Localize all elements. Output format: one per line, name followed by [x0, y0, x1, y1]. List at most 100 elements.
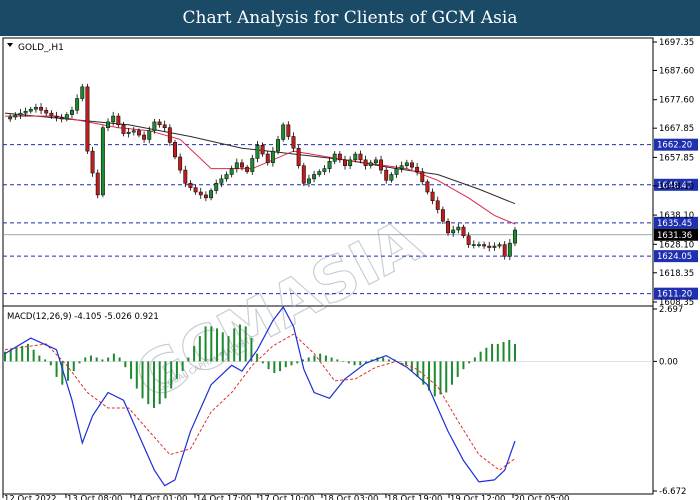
macd-histogram-bar — [256, 353, 259, 362]
macd-histogram-bar — [410, 361, 413, 372]
macd-histogram-bar — [107, 357, 110, 362]
candle-body — [255, 145, 260, 159]
macd-histogram-bar — [44, 359, 47, 362]
macd-histogram-bar — [221, 332, 224, 362]
macd-histogram-bar — [324, 355, 327, 362]
level-badge — [654, 287, 698, 300]
level-label: 1635.45 — [657, 219, 692, 229]
macd-tick-label: -6.672 — [659, 487, 686, 497]
candle-body — [23, 110, 28, 114]
candle-body — [142, 134, 147, 140]
macd-tick-label: 2.697 — [659, 305, 683, 315]
level-badge — [654, 138, 698, 151]
symbol-label: GOLD_,H1 — [18, 43, 64, 53]
macd-histogram-bar — [15, 347, 18, 362]
macd-histogram-bar — [21, 345, 24, 362]
candle-body — [399, 165, 404, 169]
candle-body — [317, 171, 322, 175]
macd-histogram-bar — [307, 357, 310, 362]
macd-histogram-bar — [204, 326, 207, 362]
macd-histogram-bar — [456, 361, 459, 377]
macd-histogram-bar — [61, 361, 64, 385]
macd-histogram-bar — [342, 361, 345, 362]
macd-tick-label: 0.00 — [659, 357, 678, 367]
candle-body — [147, 130, 152, 140]
candle-body — [306, 178, 311, 184]
candle-body — [322, 168, 327, 172]
candle-body — [152, 121, 157, 131]
macd-histogram-bar — [284, 361, 287, 368]
candle-body — [234, 162, 239, 169]
candle-body — [337, 153, 342, 161]
macd-histogram-bar — [273, 361, 276, 374]
candle-body — [240, 162, 244, 168]
macd-histogram-bar — [387, 359, 390, 362]
macd-histogram-bar — [227, 336, 230, 362]
candle-body — [33, 107, 38, 110]
macd-histogram-bar — [468, 361, 471, 364]
macd-histogram-bar — [101, 359, 104, 362]
candle-body — [173, 142, 177, 158]
candle-body — [461, 226, 466, 237]
time-tick-label: 14 Oct 17:00 — [196, 495, 251, 500]
candle-body — [49, 112, 54, 117]
macd-signal-line — [4, 333, 516, 471]
candle-body — [54, 115, 59, 118]
macd-histogram-bar — [330, 357, 333, 362]
candle-body — [44, 109, 49, 114]
macd-histogram-bar — [433, 361, 436, 397]
macd-histogram-bar — [193, 345, 196, 362]
candle-body — [301, 165, 306, 184]
time-tick-label: 17 Oct 10:00 — [259, 495, 314, 500]
macd-histogram-bar — [181, 361, 184, 372]
macd-histogram-bar — [244, 326, 247, 362]
candle-body — [276, 139, 280, 152]
candle-body — [482, 244, 487, 247]
level-badge — [654, 216, 698, 229]
macd-label: MACD(12,26,9) -4.105 -5.026 0.921 — [7, 312, 159, 322]
level-label: 1611.20 — [657, 290, 692, 300]
candle-body — [75, 98, 80, 111]
macd-histogram-bar — [84, 357, 87, 362]
macd-histogram-bar — [336, 359, 339, 362]
candle-body — [379, 159, 384, 171]
macd-histogram-bar — [496, 343, 499, 362]
macd-histogram-bar — [359, 361, 362, 366]
macd-histogram-bar — [296, 361, 299, 364]
time-tick-label: 12 Oct 2022 — [4, 495, 57, 500]
candle-body — [18, 112, 23, 116]
price-tick-label: 1648.10 — [659, 182, 694, 192]
candle-body — [435, 200, 440, 210]
candle-body — [420, 171, 425, 183]
level-label: 1648.47 — [657, 181, 692, 191]
macd-histogram-bar — [347, 361, 350, 364]
candle-body — [476, 244, 481, 246]
time-tick-label: 19 Oct 12:00 — [450, 495, 505, 500]
candle-body — [162, 124, 167, 128]
macd-histogram-bar — [26, 343, 29, 362]
level-label: 1624.05 — [657, 252, 692, 262]
symbol-dropdown-icon[interactable] — [7, 43, 13, 47]
macd-histogram-bar — [313, 355, 316, 362]
candle-body — [430, 191, 435, 202]
candle-body — [286, 124, 291, 137]
macd-histogram-bar — [9, 349, 12, 362]
candle-body — [451, 229, 456, 234]
price-tick-label: 1667.85 — [659, 124, 694, 134]
candle-body — [446, 220, 450, 234]
candle-body — [245, 166, 250, 172]
candle-body — [106, 121, 110, 128]
candle-body — [90, 150, 95, 174]
candle-body — [404, 162, 409, 166]
candle-body — [368, 162, 373, 166]
candle-body — [39, 107, 44, 111]
candle-body — [224, 174, 229, 180]
candle-body — [131, 130, 136, 133]
candle-body — [136, 130, 141, 136]
macd-pane — [3, 305, 653, 487]
macd-histogram-bar — [89, 355, 92, 362]
time-tick-label: 20 Oct 05:00 — [514, 495, 569, 500]
time-tick-label: 14 Oct 01:00 — [132, 495, 187, 500]
price-axis: 1697.35 1687.60 1677.60 1667.85 1657.85 1648.… — [653, 38, 694, 497]
